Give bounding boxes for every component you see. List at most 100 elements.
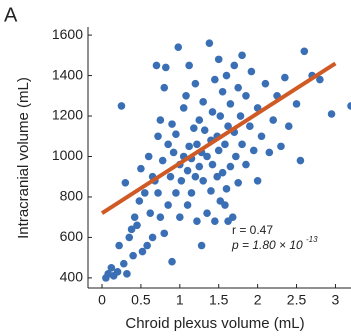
point xyxy=(203,209,211,217)
point xyxy=(172,130,180,139)
point xyxy=(133,221,141,230)
point xyxy=(226,162,235,171)
point xyxy=(121,178,130,187)
point xyxy=(174,43,183,52)
point xyxy=(187,189,196,197)
point xyxy=(292,100,301,108)
y-tick-label: 1400 xyxy=(52,66,83,82)
point xyxy=(327,110,336,118)
point xyxy=(125,233,134,242)
point xyxy=(246,122,254,130)
point xyxy=(168,120,176,128)
x-tick-label: 1.5 xyxy=(209,292,229,308)
point xyxy=(143,241,151,250)
point xyxy=(185,61,193,70)
x-tick-label: 1 xyxy=(176,292,184,308)
point xyxy=(123,270,131,278)
point xyxy=(232,152,240,161)
annotation: r = 0.47 xyxy=(232,223,273,237)
point xyxy=(296,156,305,165)
point xyxy=(177,176,186,185)
point xyxy=(207,187,215,195)
point xyxy=(146,209,155,217)
point xyxy=(169,148,178,157)
x-tick-label: 0.5 xyxy=(131,292,151,308)
point xyxy=(316,75,324,84)
point xyxy=(213,172,221,181)
point xyxy=(211,217,219,226)
point xyxy=(221,201,229,209)
point xyxy=(218,87,227,96)
point xyxy=(224,122,232,130)
point xyxy=(199,176,207,185)
point xyxy=(221,140,229,149)
point xyxy=(203,152,211,161)
point xyxy=(191,172,200,181)
point xyxy=(168,257,176,266)
point xyxy=(234,83,242,92)
point xyxy=(214,146,223,155)
point xyxy=(160,83,169,92)
point xyxy=(214,55,223,64)
point xyxy=(253,176,262,185)
point xyxy=(117,102,126,110)
point xyxy=(265,148,274,157)
point xyxy=(197,241,206,250)
point xyxy=(130,213,139,221)
point xyxy=(162,63,170,72)
point xyxy=(156,116,165,124)
point xyxy=(172,189,180,197)
point xyxy=(148,233,157,242)
point xyxy=(218,168,227,177)
y-tick-label: 800 xyxy=(60,188,84,204)
point xyxy=(164,201,172,209)
point xyxy=(156,213,165,221)
x-tick-label: 3 xyxy=(332,292,340,308)
point xyxy=(190,124,198,132)
point xyxy=(230,61,239,70)
x-axis-label: Chroid plexus volume (mL) xyxy=(125,315,304,332)
point xyxy=(269,116,277,124)
point xyxy=(224,217,232,226)
point xyxy=(238,140,246,149)
point xyxy=(300,47,309,56)
point xyxy=(183,166,192,175)
trend-line xyxy=(100,61,337,215)
point xyxy=(238,51,246,60)
point xyxy=(179,104,188,112)
point xyxy=(247,67,256,76)
point xyxy=(144,152,153,161)
point xyxy=(261,79,270,88)
point xyxy=(200,126,209,134)
point xyxy=(242,160,250,169)
y-tick-label: 1200 xyxy=(52,107,83,123)
point xyxy=(138,247,147,256)
point xyxy=(137,164,145,173)
point xyxy=(113,268,122,276)
point xyxy=(195,162,204,171)
point xyxy=(211,75,219,84)
point xyxy=(152,61,161,70)
point xyxy=(164,140,172,149)
point xyxy=(135,197,144,205)
y-tick-label: 1600 xyxy=(52,26,83,42)
point xyxy=(166,172,175,181)
point xyxy=(277,142,285,151)
point xyxy=(107,263,116,272)
y-tick-label: 1000 xyxy=(52,147,83,163)
point xyxy=(158,156,167,165)
point xyxy=(193,217,201,226)
point xyxy=(193,140,201,149)
y-axis-label: Intracranial volume (mL) xyxy=(15,77,32,239)
point xyxy=(183,201,192,209)
point xyxy=(234,178,242,187)
point xyxy=(119,259,128,268)
point xyxy=(141,189,149,197)
annotation: -13 xyxy=(306,235,318,244)
x-tick-label: 2.5 xyxy=(287,292,307,308)
point xyxy=(154,132,162,141)
point xyxy=(249,146,258,155)
x-tick-label: 0 xyxy=(98,292,106,308)
point xyxy=(195,116,204,124)
